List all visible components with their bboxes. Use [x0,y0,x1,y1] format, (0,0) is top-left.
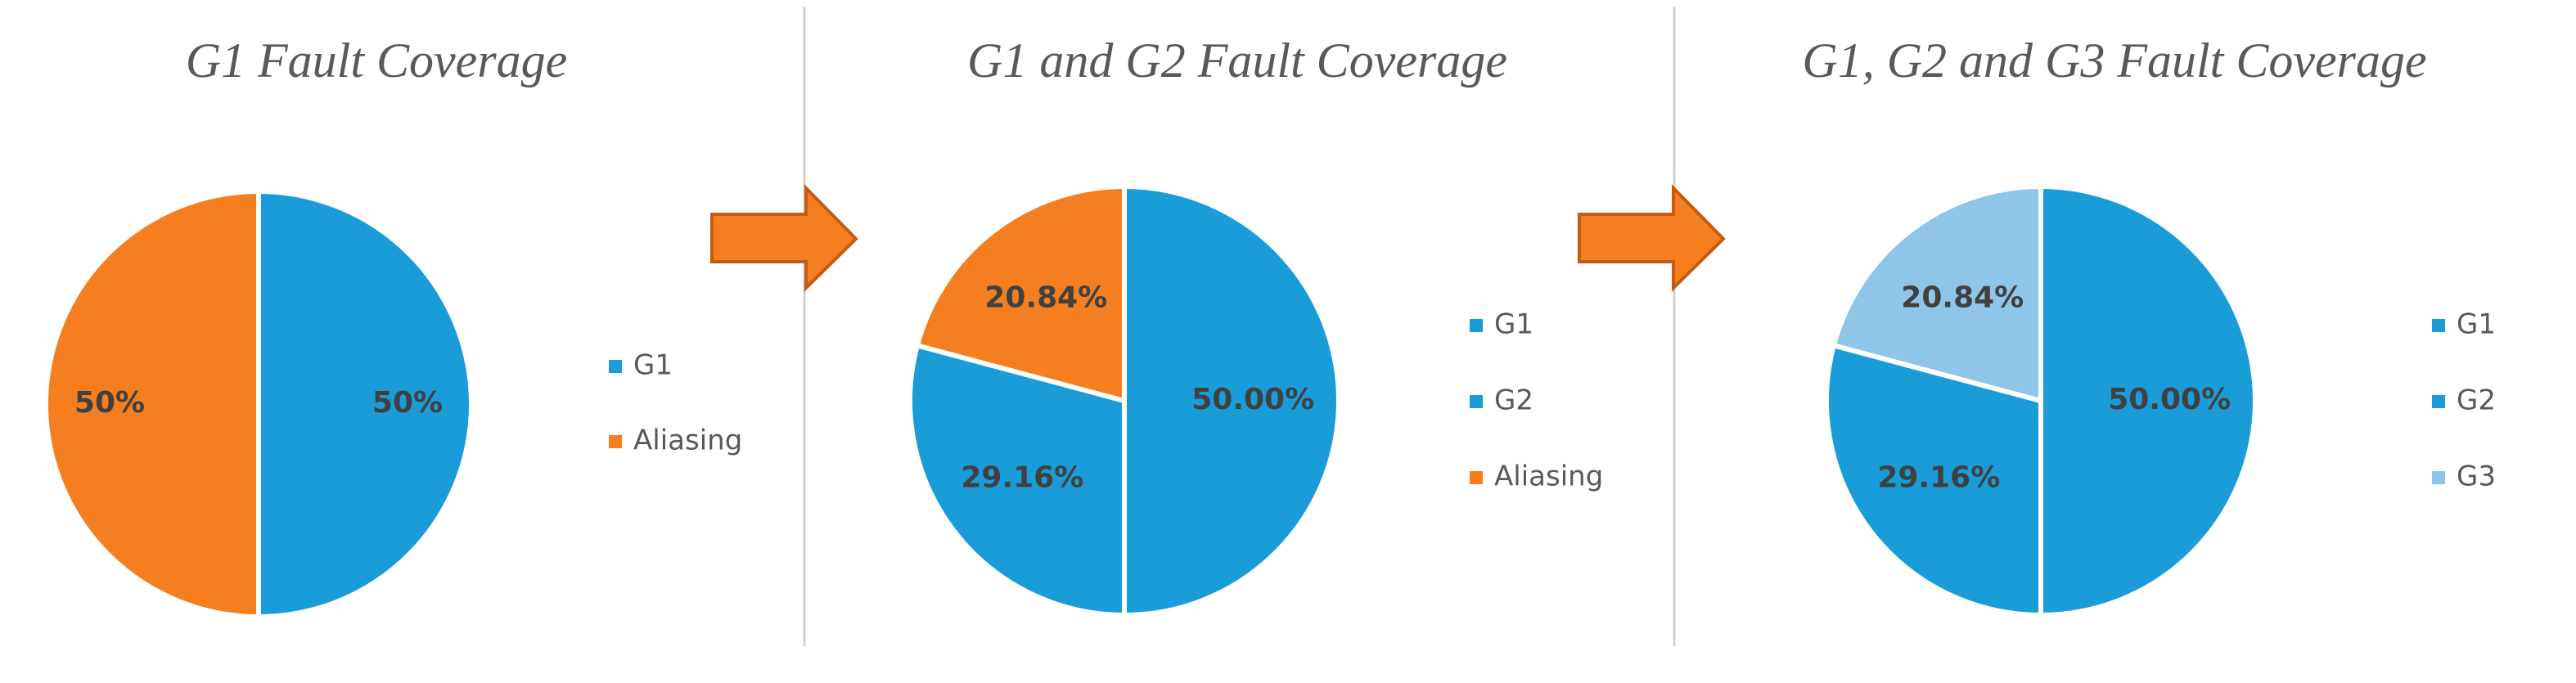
chart-title: G1, G2 and G3 Fault Coverage [1802,34,2426,88]
data-label: 50% [372,386,443,420]
data-label: 50.00% [2108,383,2231,416]
pie-slice [43,189,261,619]
chart: G1, G2 and G3 Fault Coverage 50.00% 29.16%… [1802,34,2496,618]
pie-slice [2038,184,2258,618]
legend-label: Aliasing [1494,461,1603,493]
chart: G1 Fault Coverage 50% 50% G1 Aliasing [43,34,742,619]
legend-label: G2 [2457,384,2496,417]
chart: G1 and G2 Fault Coverage 50.00% 29.16% 20.8… [907,34,1603,618]
pie-slice [1824,343,2043,618]
data-label: 50% [74,386,145,420]
legend-swatch [609,360,622,373]
data-label: 20.84% [1901,281,2024,314]
legend-label: G2 [1494,384,1533,417]
legend-label: G3 [2457,461,2496,493]
chart-title: G1 and G2 Fault Coverage [967,34,1507,88]
legend-swatch [609,435,622,448]
legend-label: G1 [633,349,673,382]
legend-label: G1 [1494,308,1533,341]
legend-label: G1 [2457,308,2496,341]
legend-swatch [2432,319,2445,332]
pie-slice [1122,184,1341,618]
data-label: 20.84% [984,281,1107,314]
pie-slice [907,343,1127,618]
legend-swatch [1470,395,1483,408]
data-label: 29.16% [1877,461,2000,495]
legend-swatch [1470,319,1483,332]
legend-label: Aliasing [633,425,742,457]
arrow [1578,184,1726,292]
pie-slice [914,184,1127,403]
legend-swatch [2432,471,2445,484]
chart-title: G1 Fault Coverage [186,34,568,88]
arrow [710,184,858,292]
legend-swatch [1470,471,1483,484]
pie-slice [256,189,474,619]
legend-swatch [2432,395,2445,408]
data-label: 50.00% [1191,383,1314,416]
pie-slice [1831,184,2043,403]
data-label: 29.16% [961,461,1083,495]
